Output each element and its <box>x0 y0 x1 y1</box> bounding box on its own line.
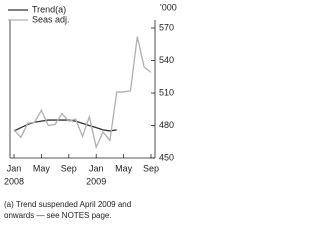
legend-label: Seas adj. <box>32 14 70 24</box>
x-tick-label: Sep <box>61 163 77 173</box>
page: {"chart_data": {"type": "line", "y_label… <box>3 2 177 221</box>
x-tick-label: Jan <box>7 163 22 173</box>
x-year-label: 2009 <box>86 176 106 186</box>
footnote: onwards — see NOTES page. <box>4 211 112 220</box>
x-year-label: 2008 <box>4 176 24 186</box>
chart: '000 (a) Trend suspended April 2009 and … <box>4 2 177 220</box>
series-line <box>13 36 152 150</box>
y-tick-label: 510 <box>159 87 174 97</box>
x-tick-label: Jan <box>89 163 104 173</box>
series-line <box>13 119 117 132</box>
y-tick-label: 480 <box>159 120 174 130</box>
x-tick-label: May <box>33 163 51 173</box>
legend-label: Trend(a) <box>32 4 66 14</box>
footnote: (a) Trend suspended April 2009 and <box>4 200 131 209</box>
x-tick-label: Sep <box>143 163 159 173</box>
y-axis-label: '000 <box>160 2 177 12</box>
y-tick-label: 450 <box>159 152 174 162</box>
y-tick-label: 540 <box>159 55 174 65</box>
y-tick-label: 570 <box>159 22 174 32</box>
x-tick-label: May <box>115 163 133 173</box>
